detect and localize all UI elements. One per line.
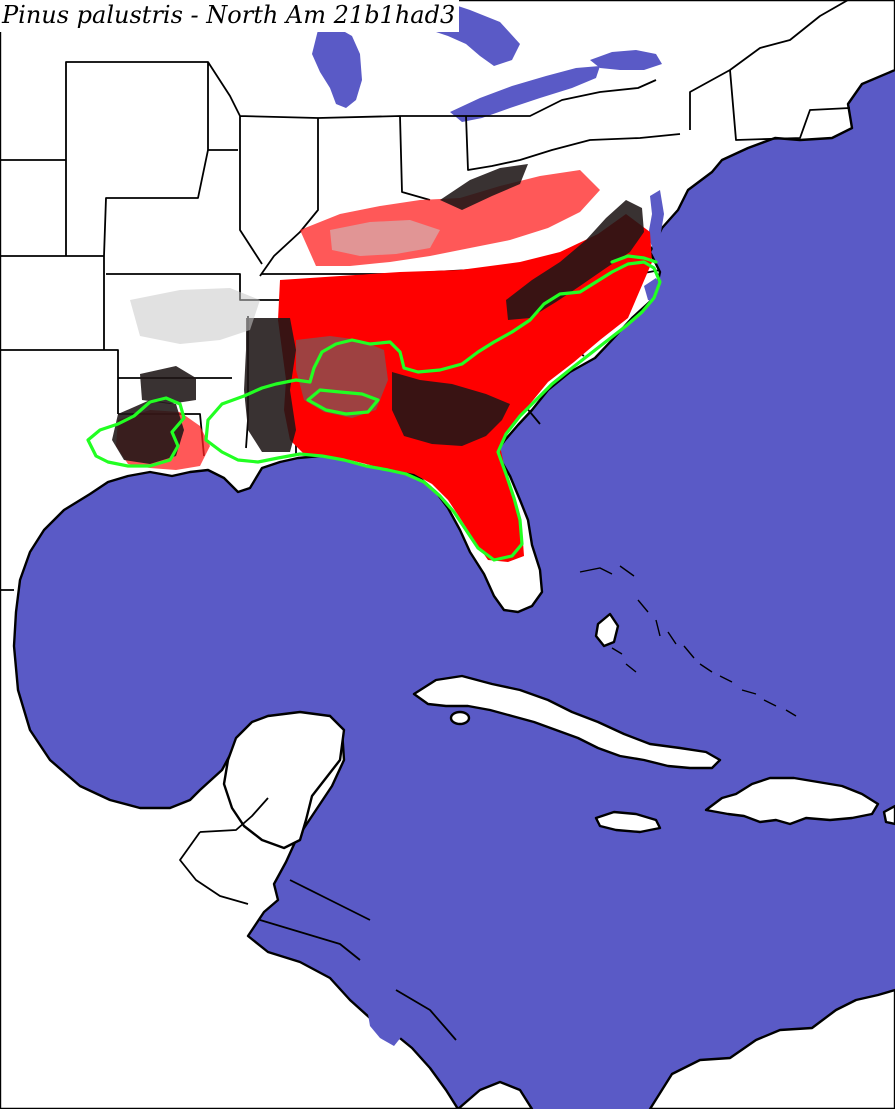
lake-nicaragua: [368, 1010, 402, 1046]
chesapeake-bay: [648, 190, 664, 252]
lake-ontario: [590, 50, 662, 70]
lake-michigan: [312, 28, 362, 108]
andros-island: [594, 612, 620, 648]
cuba-island: [412, 674, 722, 770]
lake-erie: [450, 66, 600, 122]
native-range-alabama-lobe: [306, 388, 380, 416]
dense-habitat-louisiana-texas: [112, 400, 184, 464]
south-america-landmass: [648, 988, 895, 1109]
native-range-main: [204, 260, 662, 562]
hispaniola-island: [704, 776, 880, 826]
dense-habitat-appalachia: [506, 200, 644, 320]
predicted-habitat: [112, 164, 652, 562]
map-title: Pinus palustris - North Am 21b1had3: [0, 0, 460, 32]
marginal-habitat-midwest: [130, 288, 260, 344]
dense-habitat-georgia: [392, 372, 510, 446]
bahamas-islands: [579, 565, 797, 717]
dense-habitat-kentucky: [440, 164, 528, 210]
jamaica-island: [594, 810, 662, 834]
native-range-texas-louisiana: [86, 396, 186, 468]
dense-habitat-arkansas: [140, 366, 196, 404]
native-range-outline: [86, 254, 662, 562]
native-range-carolina-north: [610, 254, 658, 264]
central-america-landmass: [456, 1080, 534, 1109]
puerto-rico-island: [882, 804, 895, 826]
marginal-habitat-ohio-valley: [330, 220, 440, 256]
isle-of-youth: [449, 710, 471, 726]
